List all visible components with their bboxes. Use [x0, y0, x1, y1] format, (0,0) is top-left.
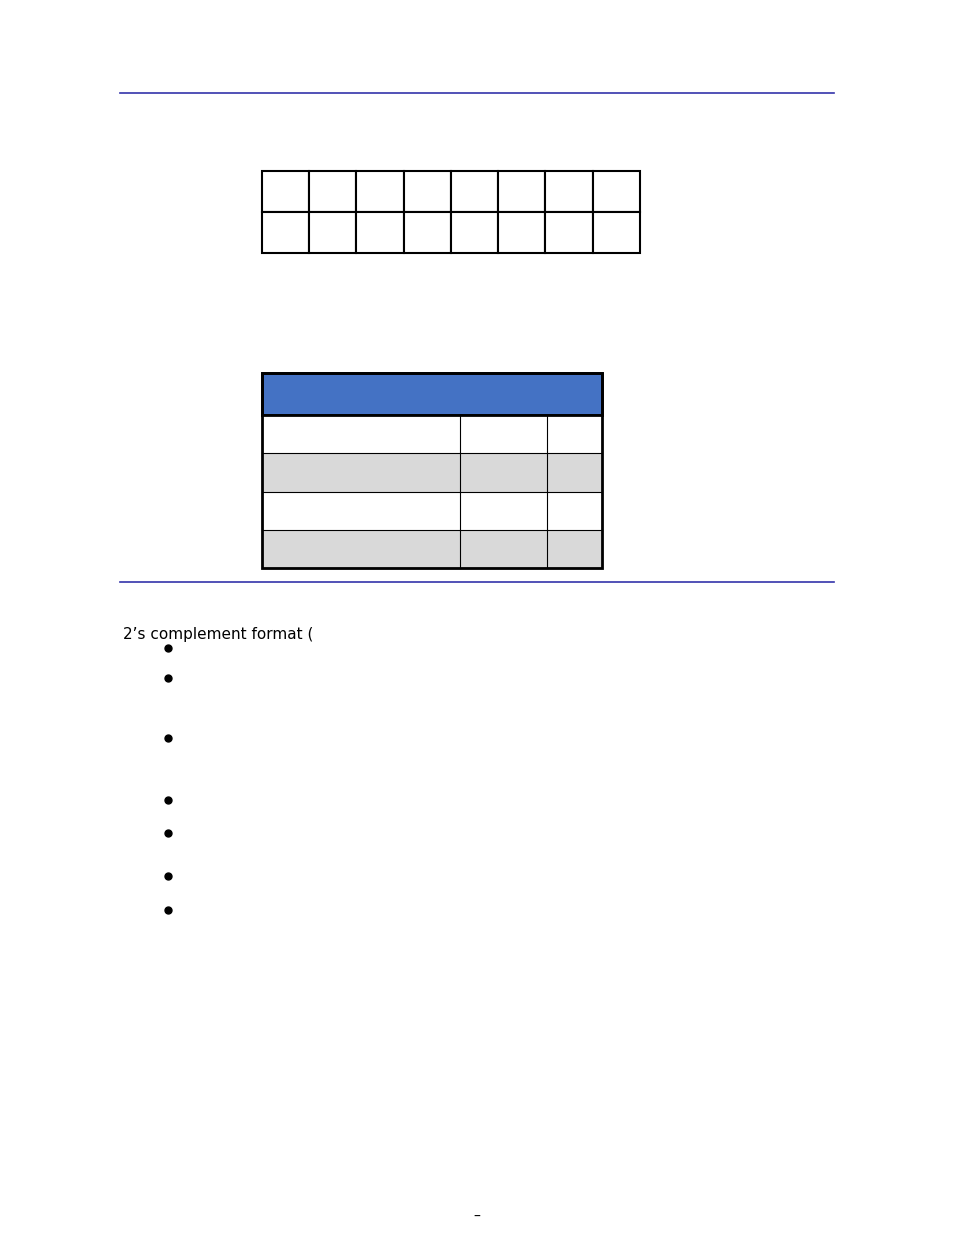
Bar [497, 170, 545, 212]
Bar [403, 212, 451, 253]
Bar [545, 170, 592, 212]
Text: 2’s complement format (: 2’s complement format ( [123, 627, 313, 642]
Bar [262, 530, 601, 568]
Bar [262, 415, 601, 453]
Bar [262, 492, 601, 530]
Bar [262, 453, 601, 492]
Bar [262, 373, 601, 415]
Bar [497, 212, 545, 253]
Bar [403, 170, 451, 212]
Bar [592, 212, 639, 253]
Bar [262, 373, 601, 568]
Bar [309, 170, 356, 212]
Bar [309, 212, 356, 253]
Bar [262, 212, 309, 253]
Bar [356, 212, 403, 253]
Bar [356, 170, 403, 212]
Text: –: – [473, 1210, 480, 1224]
Bar [451, 212, 497, 253]
Bar [451, 170, 497, 212]
Bar [592, 170, 639, 212]
Bar [262, 170, 309, 212]
Bar [545, 212, 592, 253]
